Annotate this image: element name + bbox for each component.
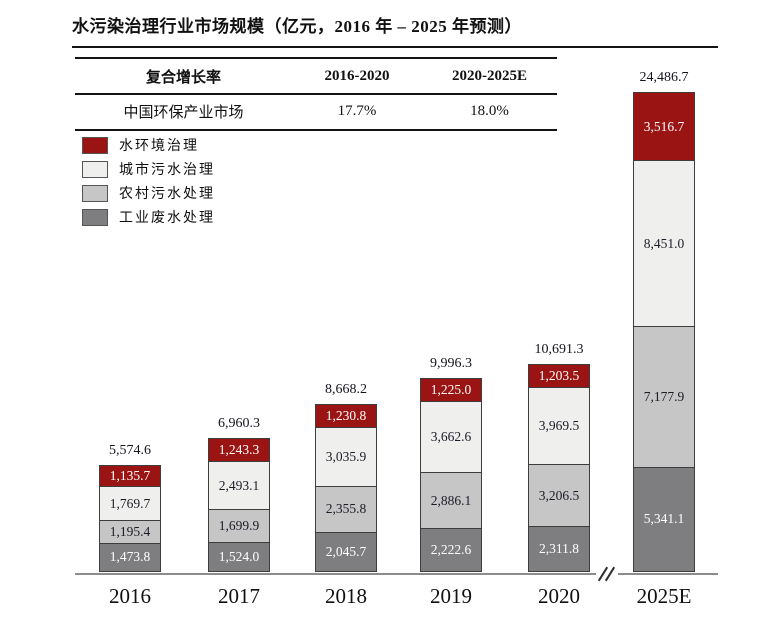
segment-水环境治理-2016: 1,135.7 <box>99 465 161 488</box>
segment-农村污水处理-2019: 2,886.1 <box>420 472 482 530</box>
total-label-2018: 8,668.2 <box>325 382 367 398</box>
total-label-2020: 10,691.3 <box>534 342 584 358</box>
segment-水环境治理-2018: 1,230.8 <box>315 404 377 429</box>
x-axis-label-2016: 2016 <box>109 584 151 608</box>
segment-城市污水治理-2019: 3,662.6 <box>420 400 482 474</box>
legend-item-rural-sewage: 农村污水处理 <box>82 181 215 205</box>
legend-item-urban-sewage: 城市污水治理 <box>82 157 215 181</box>
segment-水环境治理-2017: 1,243.3 <box>208 437 270 463</box>
segment-城市污水治理-2018: 3,035.9 <box>315 427 377 488</box>
segment-工业废水处理-2020: 2,311.8 <box>528 526 590 572</box>
total-label-2025E: 24,486.7 <box>639 70 689 85</box>
segment-城市污水治理-2016: 1,769.7 <box>99 486 161 522</box>
segment-工业废水处理-2018: 2,045.7 <box>315 531 377 572</box>
legend-swatch-industrial-wastewater <box>82 208 108 226</box>
x-axis-label-2017: 2017 <box>218 584 260 608</box>
segment-农村污水处理-2020: 3,206.5 <box>528 464 590 528</box>
cagr-header-label: 复合增长率 <box>75 58 292 95</box>
segment-农村污水处理-2025E: 7,177.9 <box>633 326 695 468</box>
legend-item-industrial-wastewater: 工业废水处理 <box>82 205 215 229</box>
bar-2025E: 3,516.7 8,451.0 7,177.9 5,341.1 <box>633 92 695 572</box>
legend-label: 水环境治理 <box>119 139 199 154</box>
cagr-row-name: 中国环保产业市场 <box>123 105 244 121</box>
legend-swatch-rural-sewage <box>82 184 108 202</box>
segment-工业废水处理-2025E: 5,341.1 <box>633 466 695 572</box>
x-axis-line <box>75 573 718 575</box>
bar-2020: 1,203.5 3,969.5 3,206.5 2,311.8 <box>528 364 590 572</box>
segment-农村污水处理-2016: 1,195.4 <box>99 520 161 544</box>
segment-水环境治理-2025E: 3,516.7 <box>633 92 695 162</box>
legend-label: 农村污水处理 <box>119 187 215 202</box>
x-axis-label-2018: 2018 <box>325 584 367 608</box>
cagr-value-2020-2025e: 18.0% <box>470 103 509 119</box>
bar-2016: 1,135.7 1,769.7 1,195.4 1,473.8 <box>99 465 161 572</box>
cagr-table-header-row: 复合增长率 2016-2020 2020-2025E <box>75 58 557 95</box>
legend-swatch-urban-sewage <box>82 160 108 178</box>
segment-城市污水治理-2017: 2,493.1 <box>208 461 270 511</box>
segment-农村污水处理-2018: 2,355.8 <box>315 486 377 533</box>
x-axis-label-2020: 2020 <box>538 584 580 608</box>
segment-农村污水处理-2017: 1,699.9 <box>208 509 270 543</box>
cagr-header-2020-2025e: 2020-2025E <box>422 58 557 95</box>
x-axis-label-2025E: 2025E <box>636 584 692 608</box>
cagr-table-data-row: 中国环保产业市场 17.7% 18.0% <box>75 94 557 130</box>
x-axis-label-2019: 2019 <box>430 584 472 608</box>
segment-工业废水处理-2019: 2,222.6 <box>420 528 482 572</box>
segment-城市污水治理-2025E: 8,451.0 <box>633 160 695 328</box>
segment-水环境治理-2019: 1,225.0 <box>420 377 482 402</box>
total-label-2016: 5,574.6 <box>109 443 151 459</box>
legend-item-water-env: 水环境治理 <box>82 133 215 157</box>
segment-水环境治理-2020: 1,203.5 <box>528 364 590 388</box>
cagr-table: 复合增长率 2016-2020 2020-2025E 中国环保产业市场 17.7… <box>75 57 557 131</box>
bar-2019: 1,225.0 3,662.6 2,886.1 2,222.6 <box>420 377 482 572</box>
bar-2017: 1,243.3 2,493.1 1,699.9 1,524.0 <box>208 437 270 572</box>
cagr-header-2016-2020: 2016-2020 <box>291 58 423 95</box>
legend-label: 工业废水处理 <box>119 211 215 226</box>
total-label-2019: 9,996.3 <box>430 355 472 371</box>
bar-2018: 1,230.8 3,035.9 2,355.8 2,045.7 <box>315 404 377 572</box>
segment-工业废水处理-2016: 1,473.8 <box>99 542 161 572</box>
segment-工业废水处理-2017: 1,524.0 <box>208 541 270 572</box>
axis-break-mark <box>596 564 618 584</box>
legend-swatch-water-env <box>82 136 108 154</box>
segment-城市污水治理-2020: 3,969.5 <box>528 386 590 466</box>
cagr-value-2016-2020: 17.7% <box>337 103 377 119</box>
legend-label: 城市污水治理 <box>119 163 215 178</box>
total-label-2017: 6,960.3 <box>218 415 260 431</box>
legend: 水环境治理 城市污水治理 农村污水处理 工业废水处理 <box>82 133 215 229</box>
chart-title: 水污染治理行业市场规模（亿元，2016 年 – 2025 年预测） <box>72 12 718 48</box>
